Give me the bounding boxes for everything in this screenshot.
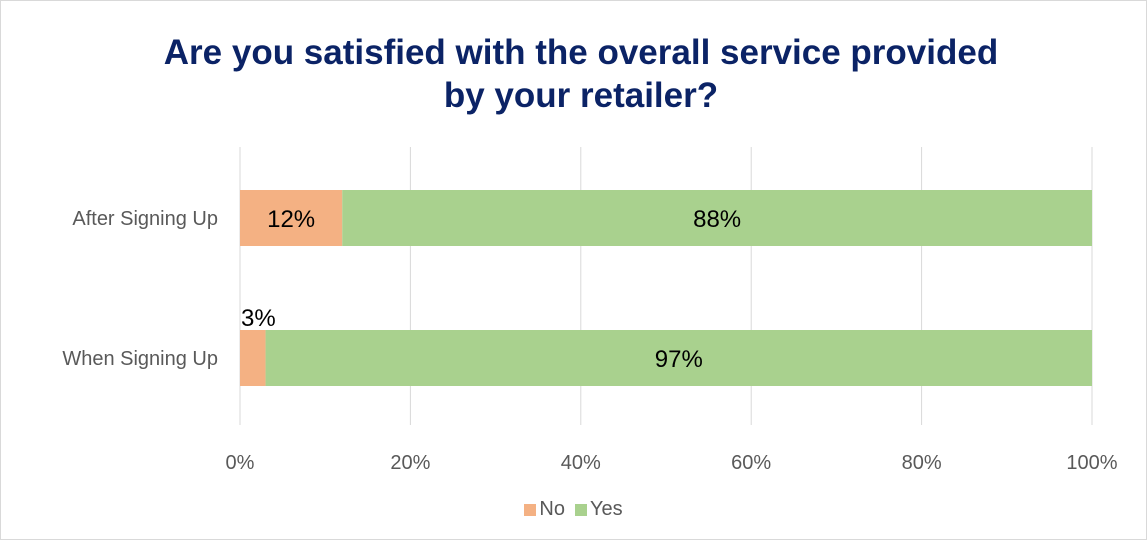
category-label: After Signing Up: [72, 208, 218, 230]
data-label: 3%: [241, 305, 276, 332]
data-label: 12%: [267, 206, 315, 233]
x-tick-label: 60%: [731, 452, 771, 474]
bar-no: [240, 330, 266, 386]
legend-swatch-no: [524, 503, 537, 516]
legend-swatch-yes: [574, 503, 587, 516]
legend-item-no: No: [524, 498, 565, 521]
category-label: When Signing Up: [62, 348, 218, 370]
x-tick-label: 100%: [1066, 452, 1117, 474]
legend-label-yes: Yes: [589, 498, 623, 520]
x-tick-label: 20%: [390, 452, 430, 474]
x-tick-label: 0%: [226, 452, 255, 474]
bar-yes: [265, 330, 1092, 386]
legend: No Yes: [0, 498, 1147, 521]
legend-label-no: No: [539, 498, 565, 520]
data-label: 88%: [693, 206, 741, 233]
x-tick-label: 80%: [902, 452, 942, 474]
x-tick-label: 40%: [561, 452, 601, 474]
bar-no: [240, 190, 343, 246]
chart-title-line-2: by your retailer?: [443, 76, 719, 115]
data-label: 97%: [655, 346, 703, 373]
bar-yes: [342, 190, 1092, 246]
chart-title-line-1: Are you satisfied with the overall servi…: [163, 33, 999, 72]
legend-item-yes: Yes: [574, 498, 623, 521]
chart-title: Are you satisfied with the overall servi…: [1, 31, 1147, 117]
